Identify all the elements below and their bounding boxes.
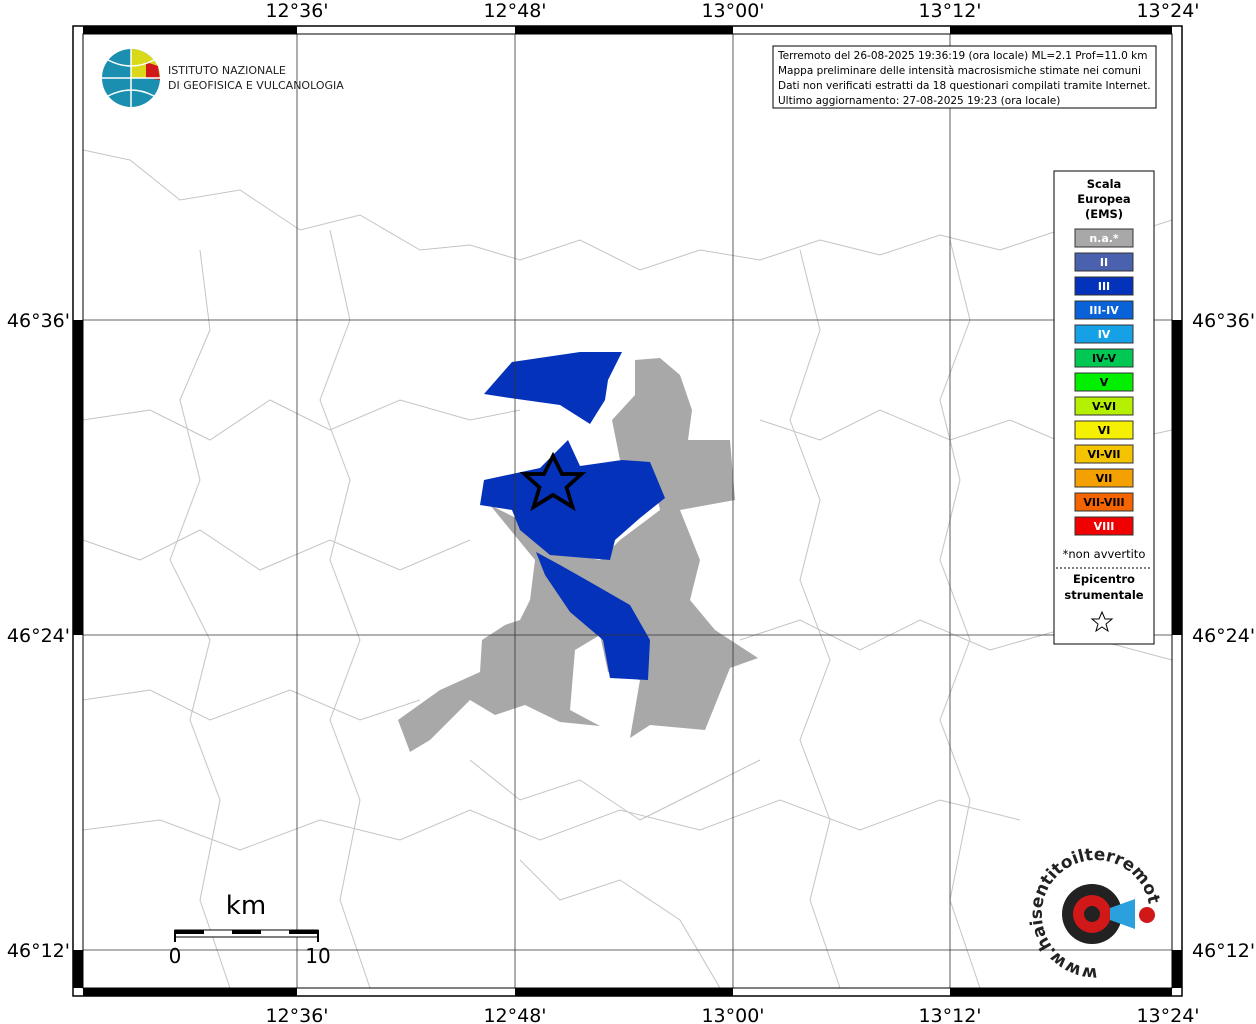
legend-label: VII bbox=[1096, 472, 1113, 485]
top-axis-label: 13°12' bbox=[918, 0, 981, 22]
legend-swatch bbox=[1074, 348, 1134, 368]
info-line: Mappa preliminare delle intensità macros… bbox=[778, 65, 1141, 77]
right-axis-label: 46°36' bbox=[1192, 310, 1255, 332]
area-intensity-iii bbox=[536, 552, 650, 680]
epicenter-label: strumentale bbox=[1064, 588, 1143, 602]
scale-bar: km 0 10 bbox=[169, 891, 331, 968]
legend-note: *non avvertito bbox=[1063, 547, 1146, 561]
epicenter-label: Epicentro bbox=[1073, 572, 1135, 586]
axis-labels: 12°36' 12°48' 13°00' 13°12' 13°24' 12°36' 12°4… bbox=[7, 0, 1255, 1024]
left-axis-label: 46°36' bbox=[7, 310, 70, 332]
legend-title: (EMS) bbox=[1085, 207, 1123, 221]
info-box: Terremoto del 26-08-2025 19:36:19 (ora l… bbox=[772, 45, 1157, 109]
top-axis-label: 13°00' bbox=[701, 0, 764, 22]
legend-label: III-IV bbox=[1089, 304, 1119, 317]
legend-swatch bbox=[1074, 492, 1134, 512]
legend-label: IV bbox=[1098, 328, 1111, 341]
legend-label: VI-VII bbox=[1087, 448, 1120, 461]
epicenter-star bbox=[519, 451, 587, 512]
ingv-logo: ISTITUTO NAZIONALE DI GEOFISICA E VULCAN… bbox=[102, 49, 344, 107]
info-line: Terremoto del 26-08-2025 19:36:19 (ora l… bbox=[777, 50, 1147, 62]
graticule bbox=[83, 34, 1172, 988]
scale-end: 10 bbox=[305, 944, 330, 968]
legend-label: VII-VIII bbox=[1083, 496, 1124, 509]
legend-title: Scala bbox=[1087, 177, 1122, 191]
info-line: Dati non verificati estratti da 18 quest… bbox=[778, 80, 1151, 92]
legend: Scala Europea (EMS) *non avvertito Epice… bbox=[1053, 170, 1155, 645]
legend-label: IV-V bbox=[1092, 352, 1117, 365]
legend-swatch bbox=[1074, 468, 1134, 488]
right-axis-label: 46°12' bbox=[1192, 940, 1255, 962]
legend-label: V bbox=[1100, 376, 1109, 389]
legend-swatch bbox=[1074, 324, 1134, 344]
info-line: Ultimo aggiornamento: 27-08-2025 19:23 (… bbox=[778, 95, 1060, 107]
bottom-axis-label: 12°48' bbox=[483, 1005, 546, 1024]
legend-swatch bbox=[1074, 420, 1134, 440]
area-intensity-iii bbox=[484, 352, 622, 424]
legend-swatch bbox=[1074, 276, 1134, 296]
bottom-axis-label: 12°36' bbox=[265, 1005, 328, 1024]
legend-swatch bbox=[1074, 396, 1134, 416]
legend-swatch bbox=[1074, 252, 1134, 272]
top-axis-label: 12°36' bbox=[265, 0, 328, 22]
logo-text: ISTITUTO NAZIONALE bbox=[168, 64, 286, 77]
legend-label: II bbox=[1100, 256, 1108, 269]
municipal-boundaries bbox=[82, 149, 1173, 989]
legend-swatch bbox=[1074, 372, 1134, 392]
legend-swatch bbox=[1074, 228, 1134, 248]
legend-label: n.a.* bbox=[1089, 232, 1119, 245]
legend-title: Europea bbox=[1077, 192, 1130, 206]
scale-unit: km bbox=[226, 891, 266, 921]
legend-swatch bbox=[1074, 516, 1134, 536]
epicenter-symbol bbox=[1090, 610, 1114, 633]
logo-text: DI GEOFISICA E VULCANOLOGIA bbox=[168, 79, 344, 92]
area-intensity-iii bbox=[480, 440, 665, 560]
top-axis-label: 13°24' bbox=[1136, 0, 1199, 22]
legend-label: V-VI bbox=[1092, 400, 1116, 413]
bottom-axis-label: 13°24' bbox=[1136, 1005, 1199, 1024]
left-axis-label: 46°12' bbox=[7, 940, 70, 962]
legend-swatch bbox=[1074, 444, 1134, 464]
legend-swatch bbox=[1074, 300, 1134, 320]
top-axis-label: 12°48' bbox=[483, 0, 546, 22]
right-axis-label: 46°24' bbox=[1192, 625, 1255, 647]
left-axis-label: 46°24' bbox=[7, 625, 70, 647]
legend-label: III bbox=[1098, 280, 1110, 293]
intensity-areas bbox=[398, 352, 758, 752]
bottom-axis-label: 13°00' bbox=[701, 1005, 764, 1024]
legend-label: VI bbox=[1098, 424, 1111, 437]
legend-label: VIII bbox=[1094, 520, 1115, 533]
bottom-axis-label: 13°12' bbox=[918, 1005, 981, 1024]
scale-start: 0 bbox=[169, 944, 182, 968]
area-intensity-na bbox=[398, 358, 758, 752]
map-frame bbox=[72, 25, 1183, 997]
